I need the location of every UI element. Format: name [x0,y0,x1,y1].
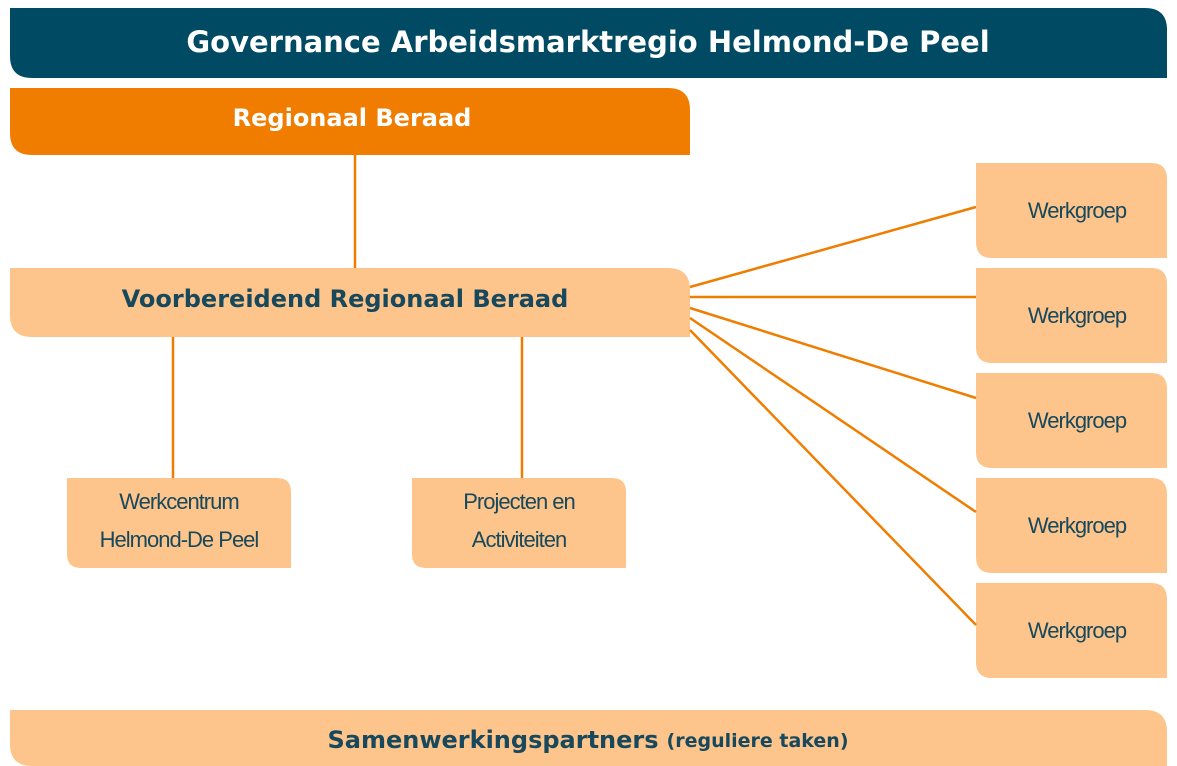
workgroup-label: Werkgroep [1028,303,1127,328]
workgroup-label: Werkgroep [1028,408,1127,433]
workgroup-label: Werkgroep [1028,198,1127,223]
workgroup-box [976,163,1167,258]
prep-board-box [10,268,690,337]
unit-label: Projecten en [463,489,575,514]
workgroup-label: Werkgroep [1028,618,1127,643]
footer-main: Samenwerkingspartners [327,726,658,754]
title-bar [10,8,1167,78]
workgroup-box [976,268,1167,363]
unit-label: Activiteiten [472,527,566,552]
shapes [10,8,1167,766]
board-box [10,88,690,155]
connector [689,316,977,514]
workgroup-box [976,583,1167,678]
connector [689,329,977,626]
unit-label: Helmond-De Peel [100,527,259,552]
workgroup-box [976,373,1167,468]
board-label: Regionaal Beraad [233,104,472,132]
prep-board-label: Voorbereidend Regionaal Beraad [122,285,569,313]
unit-box [67,478,291,568]
unit-box [412,478,626,568]
workgroup-box [976,478,1167,573]
footer-box [10,710,1167,766]
workgroup-label: Werkgroep [1028,513,1127,538]
connector [689,306,977,400]
title: Governance Arbeidsmarktregio Helmond-De … [186,25,989,59]
unit-label: Werkcentrum [119,489,238,514]
footer-label: Samenwerkingspartners (reguliere taken) [327,726,848,754]
connector [689,205,977,289]
footer-note: (reguliere taken) [667,730,849,752]
